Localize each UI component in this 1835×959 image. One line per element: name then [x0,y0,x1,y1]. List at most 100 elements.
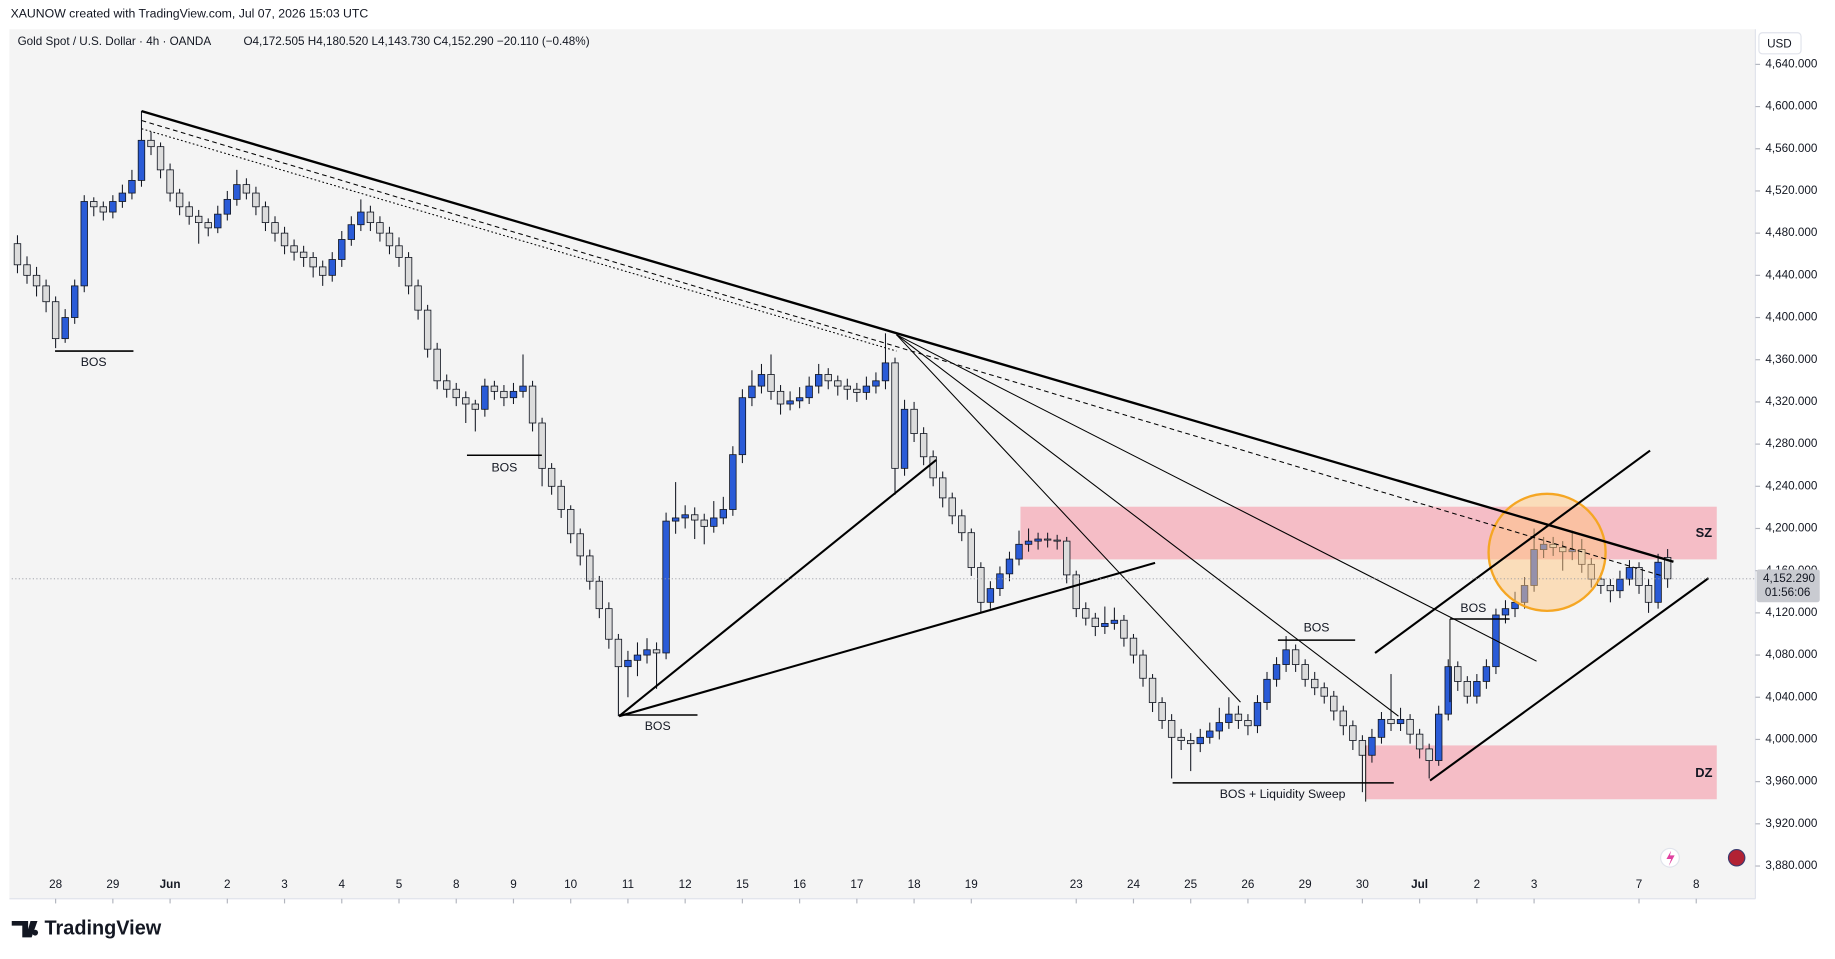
candle-body [691,514,699,521]
annotation: BOS [81,355,107,369]
candle-body [61,317,69,340]
candle-body [815,374,823,387]
candle-body [433,348,441,382]
x-tick-label: 2 [1474,878,1481,891]
x-tick-label: 5 [396,878,403,891]
x-tick-label: 19 [965,878,978,891]
candle-body [1406,718,1414,735]
candle-body [423,309,432,350]
candle-body [1396,718,1405,725]
candle-body [1177,736,1185,741]
y-tick-label: 3,960.000 [1765,775,1817,788]
candle-body [538,422,546,469]
y-tick-label: 3,880.000 [1765,859,1817,872]
candle-body [834,380,842,387]
x-tick-label: 16 [793,878,806,891]
candle-body [1463,681,1472,697]
annotation: BOS [1460,601,1486,615]
candle-body [614,638,623,668]
supply-zone [1020,506,1717,560]
y-tick-label: 4,360.000 [1765,353,1817,366]
candle-body [1272,664,1281,680]
candle-body [385,232,394,247]
channel-line [1429,577,1710,782]
annotation: BOS [1304,621,1330,635]
candle-body [1320,687,1328,697]
candle-body [175,192,184,208]
flag-icon[interactable] [1727,848,1746,867]
candle-body [328,259,336,276]
candle-body [605,608,613,640]
candle-body [1454,666,1462,682]
candle-body [958,515,966,534]
candle-body [1082,608,1090,619]
channel-line [1374,449,1651,654]
candle-body [1311,678,1319,689]
candle-body [1225,713,1233,723]
candle-body [1644,585,1653,603]
candle-body [891,362,899,469]
candle-body [414,285,422,311]
candle-body [576,533,584,557]
y-tick-label: 3,920.000 [1765,817,1817,830]
candle-body [214,213,222,229]
candle-body [1158,702,1166,721]
x-tick-label: 8 [453,878,460,891]
x-tick-label: 25 [1184,878,1198,891]
candle-body [643,649,651,656]
x-tick-label: 7 [1636,878,1643,891]
candle-body [795,397,804,402]
candle-body [1063,540,1071,576]
alert-glyph [1666,850,1675,866]
currency-box[interactable] [1758,32,1802,55]
candle-body [242,184,251,194]
candle-body [1139,654,1147,679]
candle-body [528,385,537,424]
candle-body [376,222,384,234]
candle-body [271,222,279,234]
candle-body [547,467,556,487]
candle-body [156,146,165,171]
candle-body [1024,540,1033,545]
x-tick-label: 10 [564,878,578,891]
zone-label: SZ [1696,525,1713,540]
footer-logo[interactable]: TradingView [45,917,162,939]
candle-body [290,245,298,253]
candle-body [252,192,260,208]
y-tick-label: 4,520.000 [1765,184,1817,197]
candle-body [1387,718,1395,725]
candle-body [118,192,127,202]
candle-body [71,285,79,318]
candle-body [1473,681,1481,697]
chart-title: Gold Spot / U.S. Dollar · 4h · OANDA [18,35,212,48]
candle-body [347,224,356,240]
candle-body [652,649,661,654]
candle-body [919,433,928,458]
candle-body [1234,713,1243,721]
candle-body [1606,585,1615,592]
currency[interactable]: USD [1767,38,1792,51]
candle-body [309,256,317,268]
candle-body [42,285,50,303]
x-tick-label: Jun [160,878,181,891]
candle-body [1415,733,1424,750]
x-tick-label: 2 [224,878,231,891]
candle-body [185,206,193,217]
candle-body [729,454,737,510]
candle-body [1167,720,1176,738]
candle-body [137,139,146,181]
candle-body [1263,678,1271,703]
candle-body [633,654,642,661]
candle-body [1377,718,1386,738]
x-tick-label: 4 [339,878,346,891]
candle-body [1482,666,1491,682]
annotation: BOS [491,460,517,474]
candle-body [299,251,308,258]
candle-body [261,206,270,224]
y-tick-label: 4,040.000 [1765,690,1817,703]
candle-body [786,400,794,405]
x-tick-label: 3 [281,878,288,891]
candle-body [1053,539,1061,542]
x-tick-label: 24 [1127,878,1141,891]
last-price-label: 4,152.290 [1763,572,1815,585]
